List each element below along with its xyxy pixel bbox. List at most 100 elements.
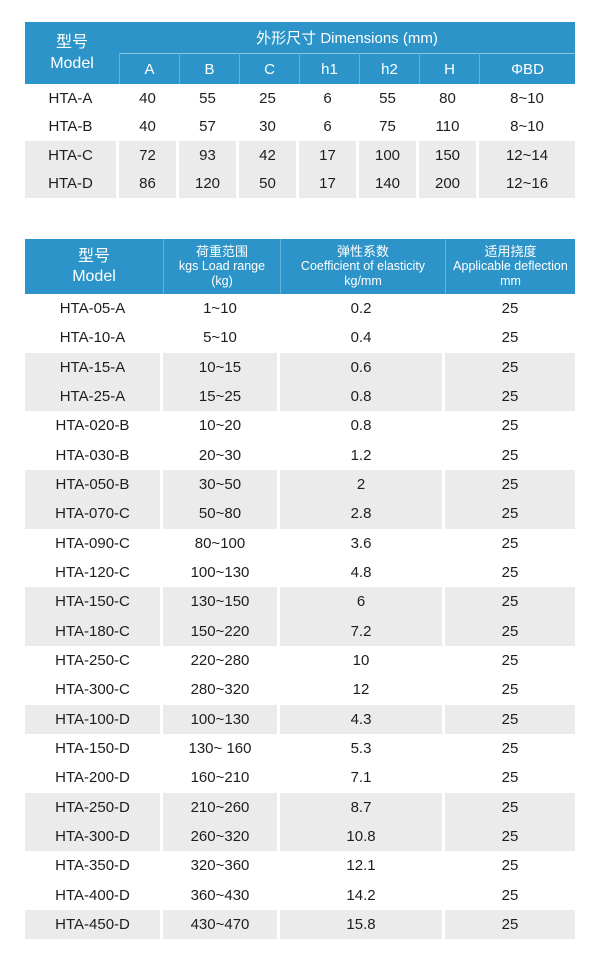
load-row: HTA-200-D 160~210 7.1 25: [25, 763, 575, 793]
model-cell: HTA-090-C: [25, 528, 163, 558]
load-row: HTA-030-B 20~30 1.2 25: [25, 440, 575, 470]
load-range-cell: 130~150: [163, 587, 280, 617]
dimension-column-header: h2: [359, 53, 419, 84]
dim-h2-cell: 100: [359, 141, 419, 170]
model-cell: HTA-350-D: [25, 851, 163, 881]
dimensions-row: HTA-D 86 120 50 17 140 200 12~16: [25, 169, 576, 198]
load-range-cell: 320~360: [163, 851, 280, 881]
dim-h1-cell: 6: [299, 84, 359, 113]
model-cell: HTA-A: [25, 84, 119, 113]
coefficient-cell: 3.6: [280, 528, 445, 558]
deflection-cell: 25: [445, 821, 575, 852]
deflection-cell: 25: [445, 851, 575, 881]
load-table: 型号 Model 荷重范围 kgs Load range (kg) 弹性系数 C…: [25, 239, 575, 940]
coefficient-cell: 0.8: [280, 381, 445, 412]
load-row: HTA-300-C 280~320 12 25: [25, 675, 575, 705]
dim-c-cell: 30: [239, 112, 299, 141]
model-cell: HTA-150-C: [25, 587, 163, 617]
load-row: HTA-350-D 320~360 12.1 25: [25, 851, 575, 881]
model-cell: HTA-400-D: [25, 880, 163, 910]
load-row: HTA-150-C 130~150 6 25: [25, 587, 575, 617]
coefficient-cell: 14.2: [280, 880, 445, 910]
load-row: HTA-25-A 15~25 0.8 25: [25, 381, 575, 412]
load-range-cell: 1~10: [163, 294, 280, 324]
dimensions-table-body: HTA-A 40 55 25 6 55 80 8~10 HTA-B 40 57 …: [25, 84, 576, 198]
deflection-header-zh: 适用挠度: [484, 244, 537, 259]
model-cell: HTA-020-B: [25, 411, 163, 441]
coefficient-cell: 1.2: [280, 440, 445, 470]
dim-phibd-cell: 12~16: [479, 169, 576, 198]
load-range-cell: 100~130: [163, 557, 280, 588]
deflection-cell: 25: [445, 645, 575, 676]
coefficient-cell: 0.2: [280, 294, 445, 324]
deflection-cell: 25: [445, 294, 575, 324]
dim-b-cell: 120: [179, 169, 239, 198]
load-range-cell: 5~10: [163, 323, 280, 353]
deflection-cell: 25: [445, 381, 575, 412]
dim-a-cell: 40: [119, 84, 179, 113]
load-header-row: 型号 Model 荷重范围 kgs Load range (kg) 弹性系数 C…: [25, 239, 575, 294]
load-range-header: 荷重范围 kgs Load range (kg): [163, 239, 280, 294]
deflection-cell: 25: [445, 323, 575, 353]
dim-phibd-cell: 8~10: [479, 112, 576, 141]
model-cell: HTA-B: [25, 112, 119, 141]
dim-b-cell: 57: [179, 112, 239, 141]
dimensions-row: HTA-C 72 93 42 17 100 150 12~14: [25, 141, 576, 170]
deflection-cell: 25: [445, 499, 575, 529]
load-range-cell: 160~210: [163, 763, 280, 793]
dim-h-cell: 150: [419, 141, 479, 170]
model-cell: HTA-100-D: [25, 704, 163, 734]
dim-h-cell: 110: [419, 112, 479, 141]
model-header-zh: 型号: [55, 34, 88, 51]
deflection-cell: 25: [445, 557, 575, 588]
coefficient-cell: 0.8: [280, 411, 445, 441]
load-model-header-zh: 型号: [77, 247, 110, 265]
coefficient-cell: 4.3: [280, 704, 445, 734]
dim-h2-cell: 55: [359, 84, 419, 113]
dim-a-cell: 86: [119, 169, 179, 198]
model-cell: HTA-120-C: [25, 557, 163, 588]
load-row: HTA-15-A 10~15 0.6 25: [25, 352, 575, 382]
model-cell: HTA-05-A: [25, 294, 163, 324]
deflection-header-unit: mm: [500, 274, 521, 288]
load-range-cell: 10~15: [163, 352, 280, 382]
model-cell: HTA-D: [25, 169, 119, 198]
load-model-header: 型号 Model: [25, 239, 163, 294]
dimensions-header-row-1: 型号 Model 外形尺寸 Dimensions (mm): [25, 22, 576, 84]
load-range-header-en: kgs Load range: [178, 259, 266, 273]
coefficient-cell: 7.2: [280, 616, 445, 646]
load-row: HTA-450-D 430~470 15.8 25: [25, 909, 575, 940]
dim-b-cell: 93: [179, 141, 239, 170]
load-row: HTA-250-C 220~280 10 25: [25, 645, 575, 676]
dim-h-cell: 80: [419, 84, 479, 113]
deflection-cell: 25: [445, 675, 575, 705]
dimension-column-header: H: [419, 53, 479, 84]
model-cell: HTA-150-D: [25, 733, 163, 764]
coefficient-cell: 7.1: [280, 763, 445, 793]
dimension-column-header: A: [119, 53, 179, 84]
load-row: HTA-120-C 100~130 4.8 25: [25, 557, 575, 588]
deflection-cell: 25: [445, 469, 575, 500]
model-cell: HTA-180-C: [25, 616, 163, 646]
model-cell: HTA-250-D: [25, 792, 163, 822]
deflection-cell: 25: [445, 880, 575, 910]
dimension-column-header: B: [179, 53, 239, 84]
load-model-header-en: Model: [72, 267, 116, 285]
deflection-cell: 25: [445, 704, 575, 734]
deflection-header-en: Applicable deflection: [453, 259, 568, 273]
dim-h1-cell: 6: [299, 112, 359, 141]
model-cell: HTA-200-D: [25, 763, 163, 793]
deflection-cell: 25: [445, 909, 575, 940]
dim-h2-cell: 140: [359, 169, 419, 198]
coefficient-header-unit: kg/mm: [344, 274, 382, 288]
coefficient-cell: 2.8: [280, 499, 445, 529]
load-row: HTA-05-A 1~10 0.2 25: [25, 294, 575, 324]
load-range-cell: 30~50: [163, 469, 280, 500]
dim-h1-cell: 17: [299, 169, 359, 198]
model-header-en: Model: [50, 55, 94, 72]
deflection-cell: 25: [445, 352, 575, 382]
coefficient-cell: 5.3: [280, 733, 445, 764]
deflection-cell: 25: [445, 528, 575, 558]
load-row: HTA-070-C 50~80 2.8 25: [25, 499, 575, 529]
